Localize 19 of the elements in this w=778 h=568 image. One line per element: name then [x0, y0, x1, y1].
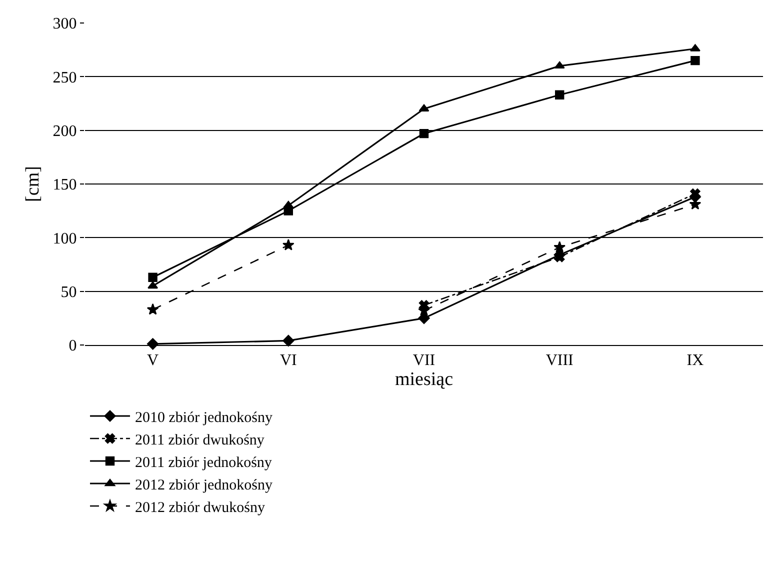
y-tick-label: 0 [68, 338, 77, 355]
x-tick-label: V [147, 352, 160, 370]
y-axis-title: [cm] [22, 166, 44, 202]
y-tick-label: 100 [52, 230, 77, 248]
y-tick-label: 150 [52, 176, 77, 194]
y-tick-label: 300 [52, 16, 77, 33]
legend-label: 2012 zbiór dwukośny [135, 500, 266, 516]
legend-label: 2010 zbiór jednokośny [135, 410, 273, 426]
legend-label: 2011 zbiór dwukośny [135, 432, 265, 448]
x-tick-label: VI [280, 352, 297, 370]
x-axis-title: miesiąc [394, 369, 454, 390]
legend-label: 2011 zbiór jednokośny [135, 454, 272, 471]
x-tick-label: IX [686, 352, 704, 370]
legend-label: 2012 zbiór jednokośny [135, 477, 273, 494]
y-tick-label: 200 [52, 122, 77, 140]
x-tick-label: VII [412, 352, 436, 370]
y-tick-label: 250 [52, 69, 77, 86]
x-tick-label: VIII [546, 352, 574, 370]
y-tick-label: 50 [60, 284, 77, 301]
